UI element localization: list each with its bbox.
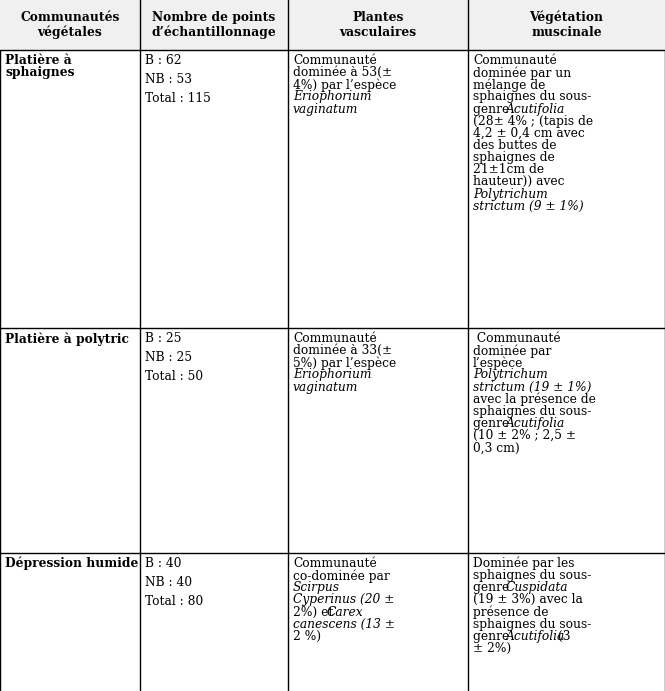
Text: Eriophorium: Eriophorium [293, 91, 372, 104]
Text: sphaignes du sous-: sphaignes du sous- [473, 405, 591, 418]
Text: genre: genre [473, 417, 513, 430]
Text: strictum (19 ± 1%): strictum (19 ± 1%) [473, 381, 591, 394]
Text: sphaignes du sous-: sphaignes du sous- [473, 569, 591, 582]
Text: Total : 115: Total : 115 [145, 92, 211, 104]
Text: présence de: présence de [473, 605, 549, 619]
Text: Communauté: Communauté [293, 54, 377, 67]
Text: sphaignes: sphaignes [5, 66, 74, 79]
Text: 4,2 ± 0,4 cm avec: 4,2 ± 0,4 cm avec [473, 127, 585, 140]
Text: sphaignes du sous-: sphaignes du sous- [473, 91, 591, 104]
Text: co-dominée par: co-dominée par [293, 569, 390, 583]
Text: l’espèce: l’espèce [473, 357, 523, 370]
Text: Total : 80: Total : 80 [145, 595, 203, 607]
Text: B : 40: B : 40 [145, 557, 182, 570]
Text: Communautés
végétales: Communautés végétales [21, 10, 120, 39]
Text: Polytrichum: Polytrichum [473, 187, 548, 200]
Text: Acutifolia: Acutifolia [506, 417, 565, 430]
Text: Platière à polytric: Platière à polytric [5, 332, 129, 346]
Text: Cyperinus (20 ±: Cyperinus (20 ± [293, 594, 394, 607]
Text: vaginatum: vaginatum [293, 102, 358, 115]
Text: Plantes
vasculaires: Plantes vasculaires [339, 11, 416, 39]
Text: sphaignes de: sphaignes de [473, 151, 555, 164]
Text: Scirpus: Scirpus [293, 581, 340, 594]
Text: Cuspidata: Cuspidata [506, 581, 569, 594]
Text: 2 %): 2 %) [293, 630, 321, 643]
Text: (28± 4% ; (tapis de: (28± 4% ; (tapis de [473, 115, 593, 128]
Text: genre: genre [473, 630, 513, 643]
Text: dominée à 53(±: dominée à 53(± [293, 66, 392, 79]
Text: sphaignes du sous-: sphaignes du sous- [473, 618, 591, 631]
Text: NB : 40: NB : 40 [145, 576, 192, 589]
Text: Acutifolia: Acutifolia [506, 630, 565, 643]
Text: NB : 53: NB : 53 [145, 73, 192, 86]
Text: vaginatum: vaginatum [293, 381, 358, 394]
Text: dominée à 33(±: dominée à 33(± [293, 344, 392, 357]
Bar [0, 0, 665, 50]
Text: Nombre de points
d’échantillonnage: Nombre de points d’échantillonnage [152, 10, 277, 39]
Text: (3: (3 [554, 630, 571, 643]
Text: 4%) par l’espèce: 4%) par l’espèce [293, 78, 396, 92]
Text: 21±1cm de: 21±1cm de [473, 163, 544, 176]
Text: Communauté: Communauté [293, 332, 377, 345]
Text: Dominée par les: Dominée par les [473, 557, 575, 571]
Text: Communauté: Communauté [473, 332, 561, 345]
Text: des buttes de: des buttes de [473, 139, 557, 152]
Text: Platière à: Platière à [5, 54, 72, 67]
Text: ± 2%): ± 2%) [473, 642, 511, 655]
Text: Acutifolia: Acutifolia [506, 102, 565, 115]
Text: hauteur)) avec: hauteur)) avec [473, 176, 565, 189]
Text: strictum (9 ± 1%): strictum (9 ± 1%) [473, 200, 584, 213]
Text: canescens (13 ±: canescens (13 ± [293, 618, 395, 631]
Text: 0,3 cm): 0,3 cm) [473, 442, 520, 454]
Text: dominée par un: dominée par un [473, 66, 571, 79]
Text: Dépression humide: Dépression humide [5, 557, 138, 571]
Text: avec la présence de: avec la présence de [473, 392, 596, 406]
Text: (19 ± 3%) avec la: (19 ± 3%) avec la [473, 594, 583, 607]
Text: Eriophorium: Eriophorium [293, 368, 372, 381]
Text: 2%) et: 2%) et [293, 605, 337, 618]
Text: NB : 25: NB : 25 [145, 351, 192, 364]
Text: genre: genre [473, 102, 513, 115]
Text: mélange de: mélange de [473, 78, 545, 92]
Text: genre: genre [473, 102, 513, 115]
Text: Polytrichum: Polytrichum [473, 368, 548, 381]
Text: Total : 50: Total : 50 [145, 370, 203, 383]
Text: dominée par: dominée par [473, 344, 551, 358]
Text: (10 ± 2% ; 2,5 ±: (10 ± 2% ; 2,5 ± [473, 429, 576, 442]
Text: Communauté: Communauté [293, 557, 377, 570]
Text: Végétation
muscinale: Végétation muscinale [529, 11, 604, 39]
Text: B : 62: B : 62 [145, 54, 182, 67]
Text: 5%) par l’espèce: 5%) par l’espèce [293, 357, 396, 370]
Text: B : 25: B : 25 [145, 332, 182, 345]
Text: Carex: Carex [327, 605, 364, 618]
Text: genre: genre [473, 581, 513, 594]
Text: Communauté: Communauté [473, 54, 557, 67]
